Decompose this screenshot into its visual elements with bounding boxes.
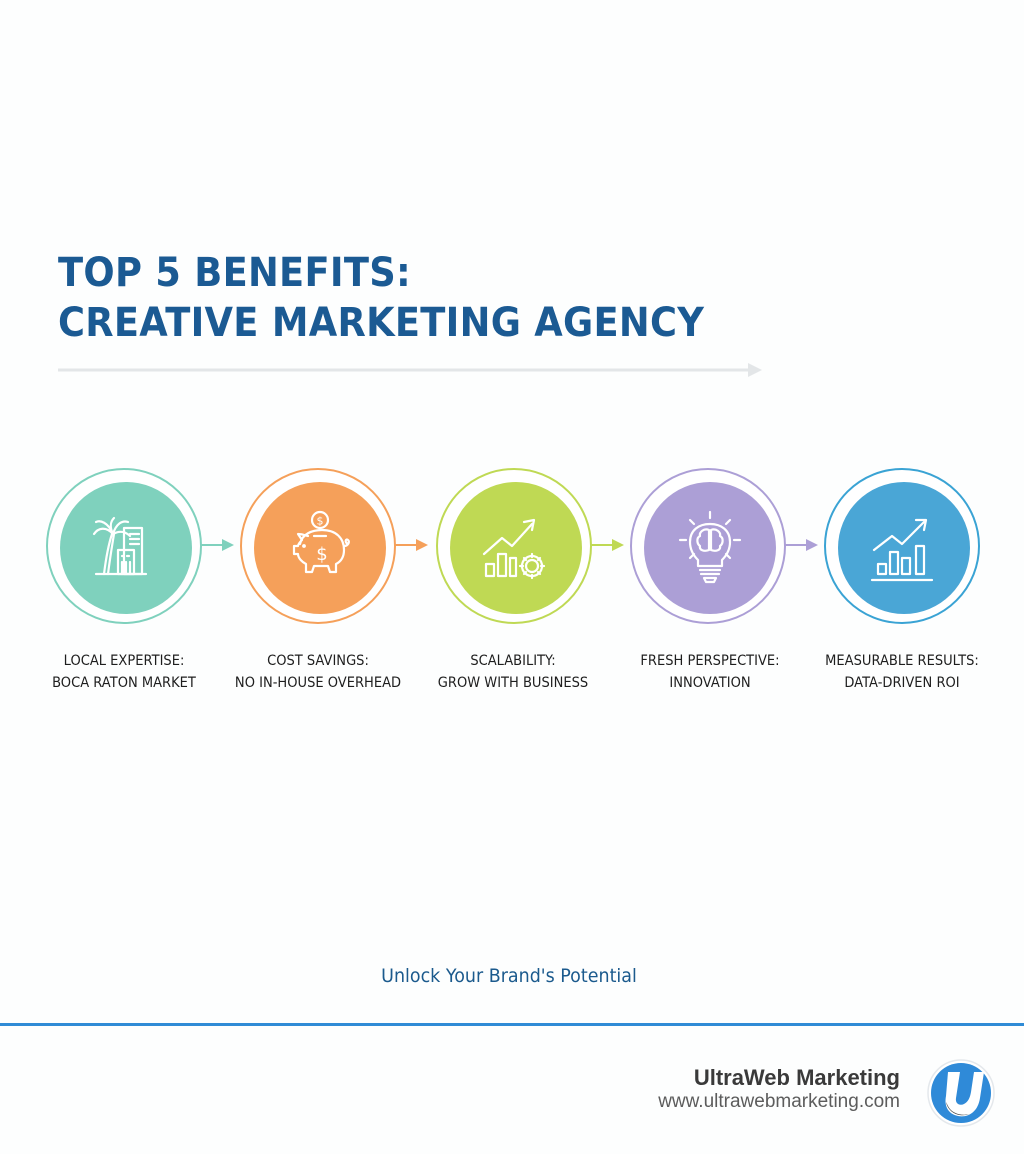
benefit-label-measurable-results: MEASURABLE RESULTS: DATA-DRIVEN ROI [825,653,979,691]
benefit-label-cost-savings: COST SAVINGS: NO IN-HOUSE OVERHEAD [234,653,402,691]
benefit-label-scalability: SCALABILITY: GROW WITH BUSINESS [437,653,589,691]
connector-arrow [590,539,624,551]
lightbulb-brain-icon [678,510,742,584]
benefit-step-fresh-perspective [630,468,790,628]
brand-url[interactable]: www.ultrawebmarketing.com [658,1091,900,1112]
benefit-label-local-expertise: LOCAL EXPERTISE: BOCA RATON MARKET [52,653,196,691]
growth-chart-gear-icon [482,518,546,580]
palm-tree-buildings-icon [92,516,148,576]
step-disc: $ $ [254,482,386,614]
title-underline-arrow [58,363,762,377]
tagline: Unlock Your Brand's Potential [381,965,637,987]
svg-text:$: $ [317,515,324,528]
title-line-1: TOP 5 BENEFITS: [58,250,412,296]
brand-name: UltraWeb Marketing [693,1065,900,1090]
step-disc [838,482,970,614]
title-line-2: CREATIVE MARKETING AGENCY [58,300,705,346]
benefit-label-fresh-perspective: FRESH PERSPECTIVE: INNOVATION [640,653,780,691]
connector-arrow [200,539,234,551]
step-disc [450,482,582,614]
bar-chart-trend-icon [870,518,934,582]
piggy-bank-icon: $ $ [292,510,350,574]
brand-block: UltraWeb Marketing www.ultrawebmarketing… [658,1065,900,1113]
footer-divider [0,1023,1024,1026]
benefit-step-scalability [436,468,596,628]
brand-logo-icon [927,1059,995,1127]
connector-arrow [784,539,818,551]
benefits-flow: $ $ [0,468,1024,628]
svg-text:$: $ [316,544,327,565]
page-title: TOP 5 BENEFITS: CREATIVE MARKETING AGENC… [58,248,704,348]
benefit-step-local-expertise [46,468,206,628]
benefit-step-cost-savings: $ $ [240,468,400,628]
benefit-step-measurable-results [824,468,984,628]
step-disc [644,482,776,614]
connector-arrow [394,539,428,551]
step-disc [60,482,192,614]
